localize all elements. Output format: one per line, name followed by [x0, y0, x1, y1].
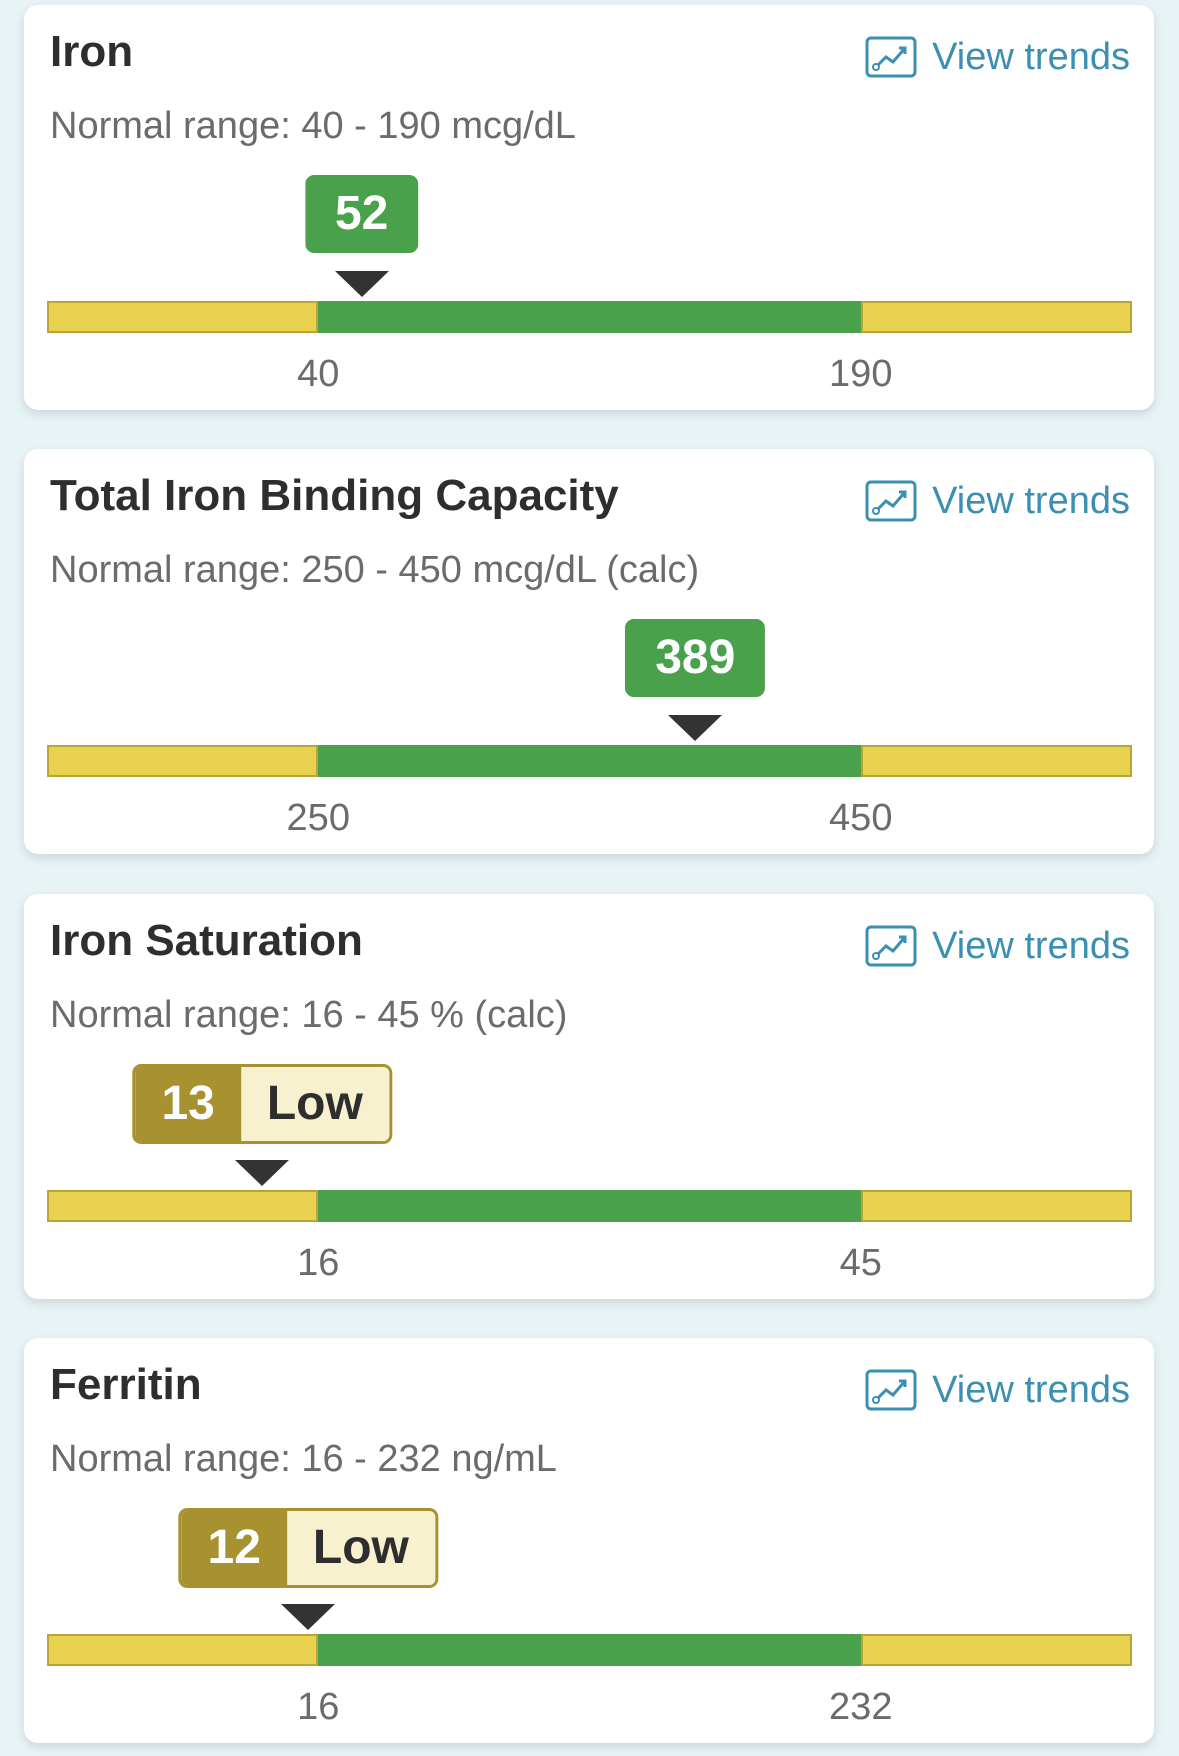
result-value: 52 — [304, 175, 419, 253]
range-high-label: 45 — [839, 1242, 882, 1284]
view-trends-label: View trends — [932, 35, 1130, 78]
result-value-badge: 13 Low — [132, 1064, 392, 1144]
range-bar — [47, 301, 1132, 333]
view-trends-label: View trends — [932, 1368, 1130, 1411]
trend-chart-icon — [865, 36, 917, 78]
range-high-label: 190 — [829, 353, 893, 395]
range-bar-normal-segment — [318, 1190, 861, 1222]
result-status: Low — [240, 1067, 389, 1141]
normal-range: Normal range: 16 - 232 ng/mL — [50, 1438, 557, 1480]
value-marker-icon — [668, 715, 723, 741]
range-bar — [47, 1634, 1132, 1666]
range-low-label: 16 — [297, 1686, 340, 1728]
trend-chart-icon — [865, 1369, 917, 1411]
range-low-label: 250 — [286, 797, 350, 839]
lab-result-card: Total Iron Binding Capacity View trends … — [24, 449, 1154, 854]
range-bar — [47, 745, 1132, 777]
result-value: 389 — [625, 619, 766, 697]
result-value-badge: 52 — [304, 175, 419, 253]
view-trends-link[interactable]: View trends — [864, 924, 1130, 968]
trend-chart-icon — [865, 480, 917, 522]
range-bar-normal-segment — [318, 1634, 861, 1666]
test-name: Iron — [50, 27, 134, 76]
lab-result-card: Iron Saturation View trends Normal range… — [24, 894, 1154, 1299]
test-name: Iron Saturation — [50, 916, 363, 965]
result-value-badge: 12 Low — [178, 1508, 438, 1588]
value-marker-icon — [334, 271, 389, 297]
lab-result-card: Ferritin View trends Normal range: 16 - … — [24, 1338, 1154, 1743]
view-trends-link[interactable]: View trends — [864, 1368, 1130, 1412]
range-bar-normal-segment — [318, 745, 861, 777]
range-bar-normal-segment — [318, 301, 861, 333]
normal-range: Normal range: 16 - 45 % (calc) — [50, 994, 568, 1036]
range-bar-high-segment — [860, 745, 1132, 777]
test-name: Ferritin — [50, 1360, 202, 1409]
range-bar — [47, 1190, 1132, 1222]
result-value: 13 — [135, 1067, 241, 1141]
result-status: Low — [286, 1511, 435, 1585]
normal-range: Normal range: 40 - 190 mcg/dL — [50, 105, 576, 147]
range-bar-low-segment — [47, 301, 319, 333]
range-bar-low-segment — [47, 1634, 319, 1666]
view-trends-link[interactable]: View trends — [864, 479, 1130, 523]
lab-result-card: Iron View trends Normal range: 40 - 190 … — [24, 5, 1154, 410]
view-trends-link[interactable]: View trends — [864, 35, 1130, 79]
result-value: 12 — [181, 1511, 287, 1585]
view-trends-label: View trends — [932, 479, 1130, 522]
value-marker-icon — [235, 1160, 290, 1186]
view-trends-label: View trends — [932, 924, 1130, 967]
trend-chart-icon — [865, 925, 917, 967]
range-low-label: 40 — [297, 353, 340, 395]
range-high-label: 450 — [829, 797, 893, 839]
range-bar-low-segment — [47, 745, 319, 777]
value-marker-icon — [281, 1604, 336, 1630]
range-bar-high-segment — [860, 1190, 1132, 1222]
test-name: Total Iron Binding Capacity — [50, 471, 619, 520]
normal-range: Normal range: 250 - 450 mcg/dL (calc) — [50, 549, 700, 591]
result-value-badge: 389 — [625, 619, 766, 697]
range-low-label: 16 — [297, 1242, 340, 1284]
range-bar-high-segment — [860, 1634, 1132, 1666]
range-bar-high-segment — [860, 301, 1132, 333]
range-bar-low-segment — [47, 1190, 319, 1222]
range-high-label: 232 — [829, 1686, 893, 1728]
